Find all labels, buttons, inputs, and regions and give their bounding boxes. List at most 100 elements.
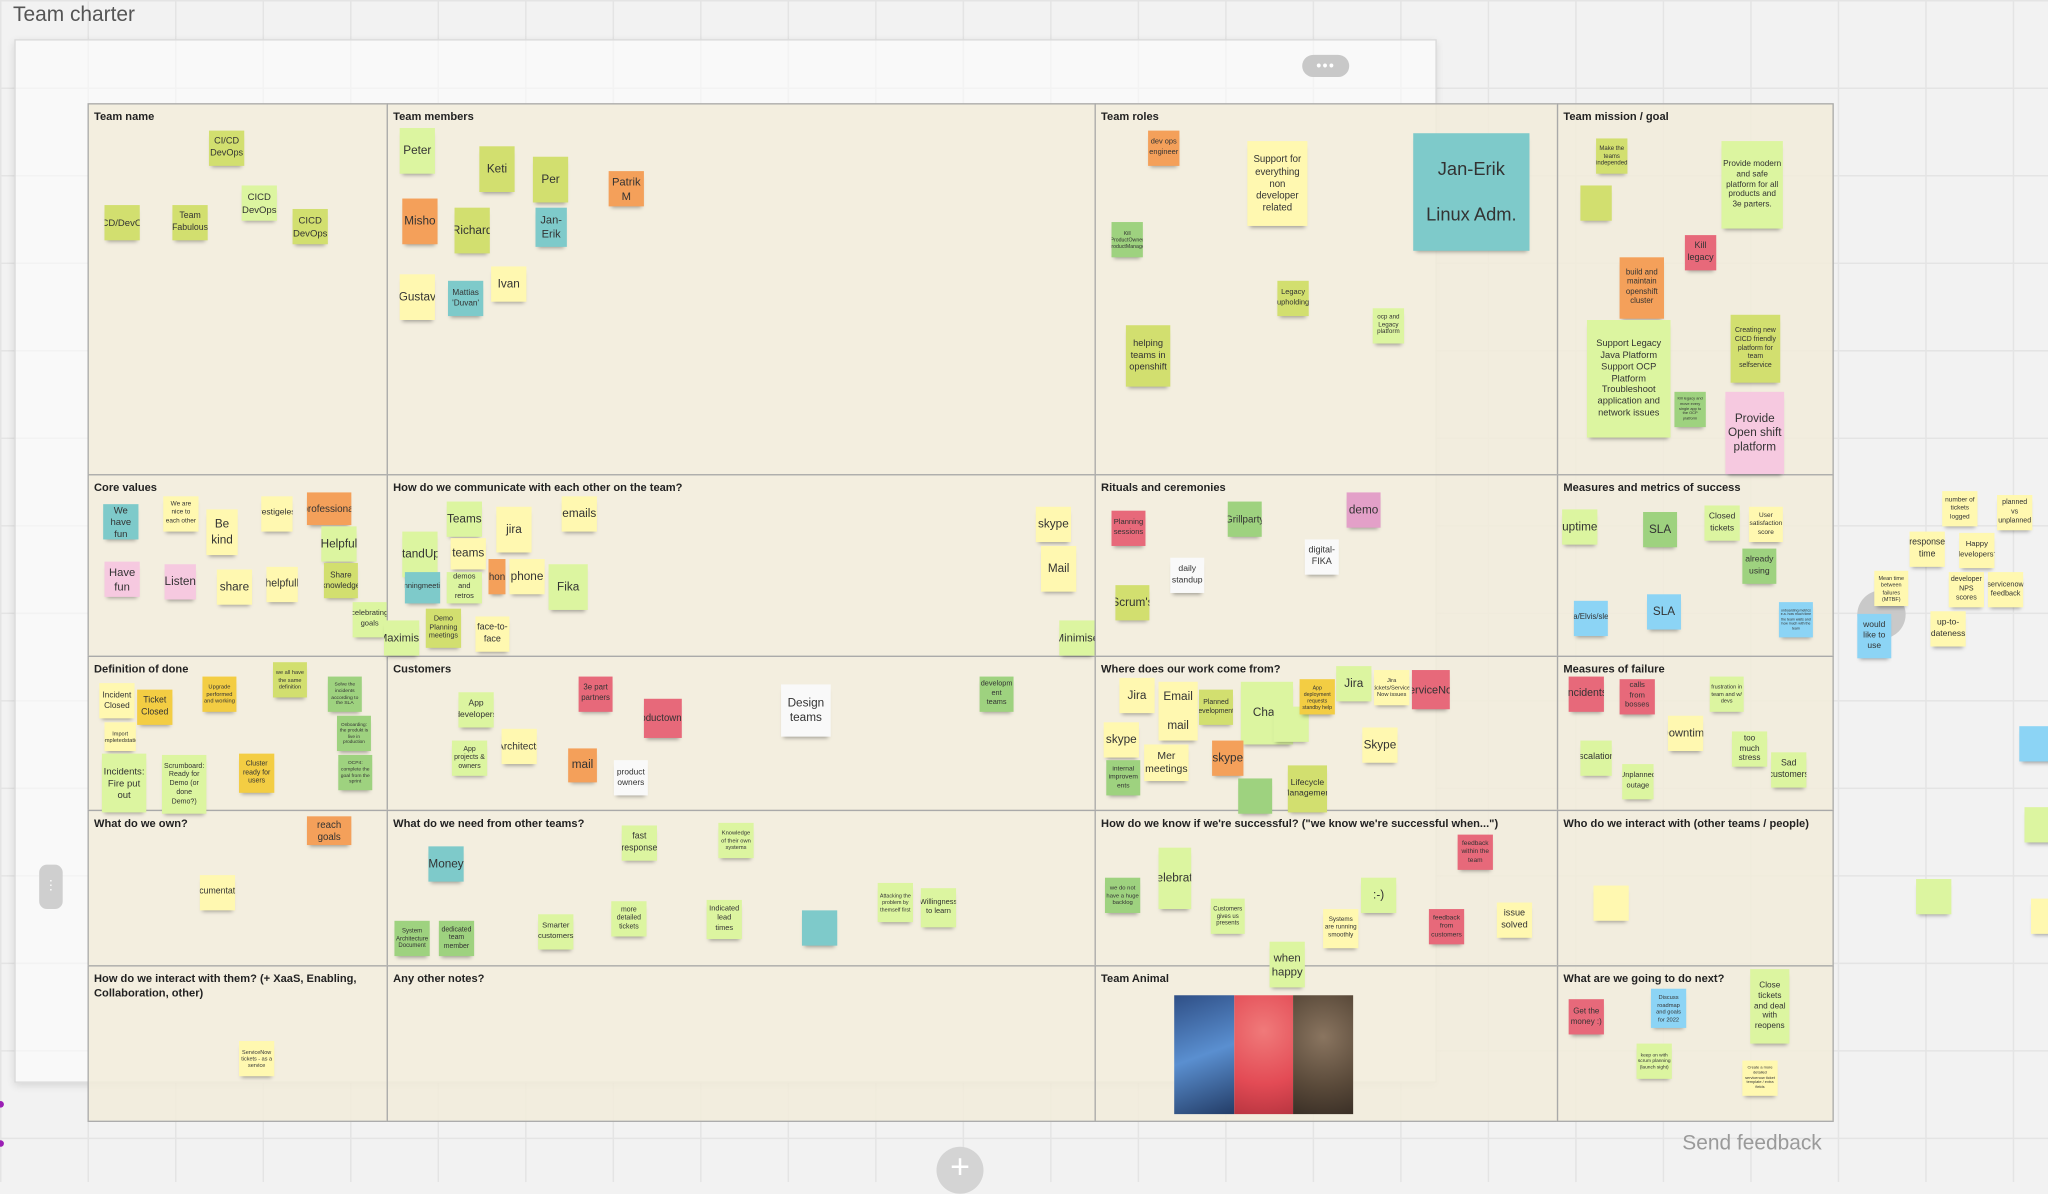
section-how-do-we-interact-with-them-xaas-enabling-collaboration-other[interactable]: How do we interact with them? (+ XaaS, E… bbox=[87, 965, 388, 1122]
sticky-note[interactable]: planned vs unplanned bbox=[1997, 495, 2033, 531]
sticky-note[interactable] bbox=[1593, 885, 1629, 921]
sticky-note[interactable] bbox=[1916, 879, 1952, 915]
sticky-note[interactable]: Jira bbox=[1336, 666, 1372, 702]
sticky-note[interactable]: when happy bbox=[1269, 941, 1305, 988]
sticky-note[interactable] bbox=[801, 910, 838, 946]
sticky-note[interactable]: feedback from customers bbox=[1428, 909, 1465, 945]
sticky-note[interactable]: Per bbox=[532, 156, 569, 203]
sticky-note[interactable]: frustration in team and w/ devs bbox=[1709, 676, 1744, 712]
sticky-note[interactable]: Import completedstation bbox=[104, 722, 136, 752]
sticky-note[interactable]: Scrumboard: Ready for Demo (or done Demo… bbox=[161, 754, 207, 814]
sticky-note[interactable]: Provide modern and safe platform for all… bbox=[1721, 141, 1783, 229]
sticky-note[interactable]: up-to-dateness bbox=[1930, 611, 1966, 647]
sticky-note[interactable] bbox=[2024, 807, 2048, 843]
sticky-note[interactable]: Happy developers? bbox=[1959, 532, 1995, 569]
sticky-note[interactable]: skype bbox=[1212, 740, 1244, 776]
sticky-note[interactable]: reach goals bbox=[306, 816, 352, 846]
sticky-note[interactable]: Listen bbox=[164, 564, 196, 600]
sticky-note[interactable]: Upgrade performed and working bbox=[202, 676, 237, 712]
sticky-note[interactable]: Demo Planning meetings bbox=[425, 608, 462, 648]
sticky-note[interactable]: Jan-Erik Linux Adm. bbox=[1413, 133, 1530, 251]
sticky-note[interactable]: dev ops engineer bbox=[1148, 130, 1180, 166]
sticky-note[interactable]: would like to use bbox=[1857, 613, 1892, 659]
sticky-note[interactable]: prestigeless bbox=[261, 496, 293, 532]
sticky-note[interactable]: Ivan bbox=[491, 266, 527, 302]
sticky-note[interactable]: Patrik M bbox=[608, 171, 644, 207]
sticky-note[interactable]: uptime bbox=[1562, 509, 1598, 545]
sticky-note[interactable]: System Architecture Document bbox=[394, 920, 430, 957]
sticky-note[interactable]: Create a more detailed servicenow ticket… bbox=[1742, 1060, 1778, 1096]
sticky-note[interactable]: Mail bbox=[1040, 545, 1077, 592]
sticky-note[interactable]: Be kind bbox=[206, 509, 238, 556]
sticky-note[interactable]: Make the teams independed bbox=[1596, 138, 1628, 174]
sticky-note[interactable]: Kill ProductOwner ProductManager bbox=[1111, 222, 1143, 258]
sticky-note[interactable]: Incidents: Fire put out bbox=[101, 753, 147, 813]
sticky-note[interactable]: Discuss roadmap and goals for 2022 bbox=[1650, 988, 1687, 1028]
sticky-note[interactable]: face-to-face bbox=[475, 616, 510, 652]
sticky-note[interactable]: Jan-Erik bbox=[535, 207, 567, 247]
sticky-note[interactable]: User satisfaction score bbox=[1748, 506, 1783, 543]
sticky-note[interactable]: Systems are running smoothly bbox=[1323, 909, 1359, 949]
sticky-note[interactable]: Sad customers bbox=[1771, 752, 1807, 788]
sticky-note[interactable]: ServiceNow tickets - as a service bbox=[239, 1040, 275, 1077]
sticky-note[interactable]: Email mail bbox=[1158, 681, 1198, 741]
sticky-note[interactable]: digital-FIKA bbox=[1304, 539, 1339, 575]
sticky-note[interactable]: Maximise bbox=[383, 620, 420, 656]
sticky-note[interactable]: incidents bbox=[1568, 676, 1604, 712]
sticky-note[interactable]: SLA bbox=[1643, 511, 1678, 548]
sticky-note[interactable]: fast response bbox=[621, 825, 657, 861]
sticky-note[interactable]: issue solved bbox=[1496, 902, 1533, 938]
sticky-note[interactable]: OCP4: complete the goal from the sprint bbox=[338, 754, 373, 791]
sticky-note[interactable]: Lifecycle Management bbox=[1287, 765, 1328, 813]
sticky-note[interactable]: demo bbox=[1346, 492, 1381, 528]
sticky-note[interactable]: Unplanned outage bbox=[1622, 764, 1654, 800]
sticky-note[interactable]: already using bbox=[1742, 548, 1777, 584]
sticky-note[interactable]: We have fun bbox=[103, 504, 139, 540]
sticky-note[interactable]: Planned developments bbox=[1199, 689, 1233, 725]
sticky-note[interactable]: Scrum's bbox=[1115, 585, 1150, 621]
sticky-note[interactable]: App projects & owners bbox=[451, 740, 488, 776]
sticky-note[interactable] bbox=[2019, 726, 2048, 762]
sticky-note[interactable]: helpfull bbox=[266, 566, 298, 603]
sticky-note[interactable]: Productowners bbox=[643, 698, 682, 738]
sticky-note[interactable]: CICD/DevOps bbox=[104, 205, 140, 241]
sticky-note[interactable]: Closed tickets bbox=[1704, 505, 1740, 541]
sticky-note[interactable]: teams bbox=[450, 538, 486, 570]
sticky-note[interactable]: Helpful bbox=[321, 526, 357, 562]
sticky-note[interactable]: developm ent teams bbox=[979, 676, 1014, 712]
sticky-note[interactable]: Support for everything non developer rel… bbox=[1247, 141, 1308, 226]
sticky-note[interactable]: Creating new CICD friendly platform for … bbox=[1730, 314, 1781, 383]
sticky-note[interactable]: Design teams bbox=[781, 684, 831, 737]
sticky-note[interactable]: onboarding metrics e.a. how much time th… bbox=[1778, 602, 1813, 638]
sticky-note[interactable] bbox=[1238, 778, 1273, 814]
sticky-note[interactable]: demos and retros bbox=[446, 572, 482, 604]
sticky-note[interactable]: ocp and Legacy platform bbox=[1372, 308, 1405, 344]
sticky-note[interactable]: Documentation bbox=[199, 875, 236, 911]
sticky-note[interactable]: Fika bbox=[548, 564, 588, 610]
sticky-note[interactable]: Onboarding: the produkt is live in produ… bbox=[336, 715, 371, 752]
sticky-note[interactable]: Provide Open shift platform bbox=[1725, 391, 1785, 475]
more-options-button[interactable]: ••• bbox=[1302, 54, 1350, 78]
sticky-note[interactable]: servicenow feedback bbox=[1987, 572, 2024, 608]
sticky-note[interactable]: number of tickets logged bbox=[1942, 491, 1978, 527]
sticky-note[interactable]: Knowledge of their own systems bbox=[718, 822, 754, 859]
sticky-note[interactable]: skype bbox=[1103, 722, 1139, 758]
sticky-note[interactable]: Cluster ready for users bbox=[239, 753, 275, 793]
drag-handle[interactable]: ⋮ bbox=[39, 864, 63, 910]
sticky-note[interactable]: App deployment requests standby help bbox=[1299, 679, 1335, 715]
sticky-note[interactable]: Misho bbox=[402, 198, 438, 245]
sticky-note[interactable]: we do not have a huge backlog bbox=[1104, 877, 1141, 913]
section-any-other-notes[interactable]: Any other notes? bbox=[386, 965, 1096, 1122]
sticky-note[interactable]: 3e part partners bbox=[578, 676, 613, 712]
sticky-note[interactable]: more detailed tickets bbox=[611, 901, 647, 937]
sticky-note[interactable]: Team Fabulous bbox=[172, 205, 208, 241]
sticky-note[interactable]: Minimise bbox=[1059, 620, 1095, 656]
sticky-note[interactable]: Jira bbox=[1119, 677, 1155, 714]
sticky-note[interactable]: Support Legacy Java Platform Support OCP… bbox=[1586, 319, 1671, 438]
sticky-note[interactable]: we all have the same definition bbox=[272, 662, 307, 698]
sticky-note[interactable]: product owners bbox=[613, 760, 648, 796]
sticky-note[interactable]: CICD DevOps bbox=[292, 208, 328, 245]
sticky-note[interactable]: Close tickets and deal with reopens bbox=[1750, 969, 1790, 1044]
sticky-note[interactable]: :-) bbox=[1360, 877, 1397, 913]
